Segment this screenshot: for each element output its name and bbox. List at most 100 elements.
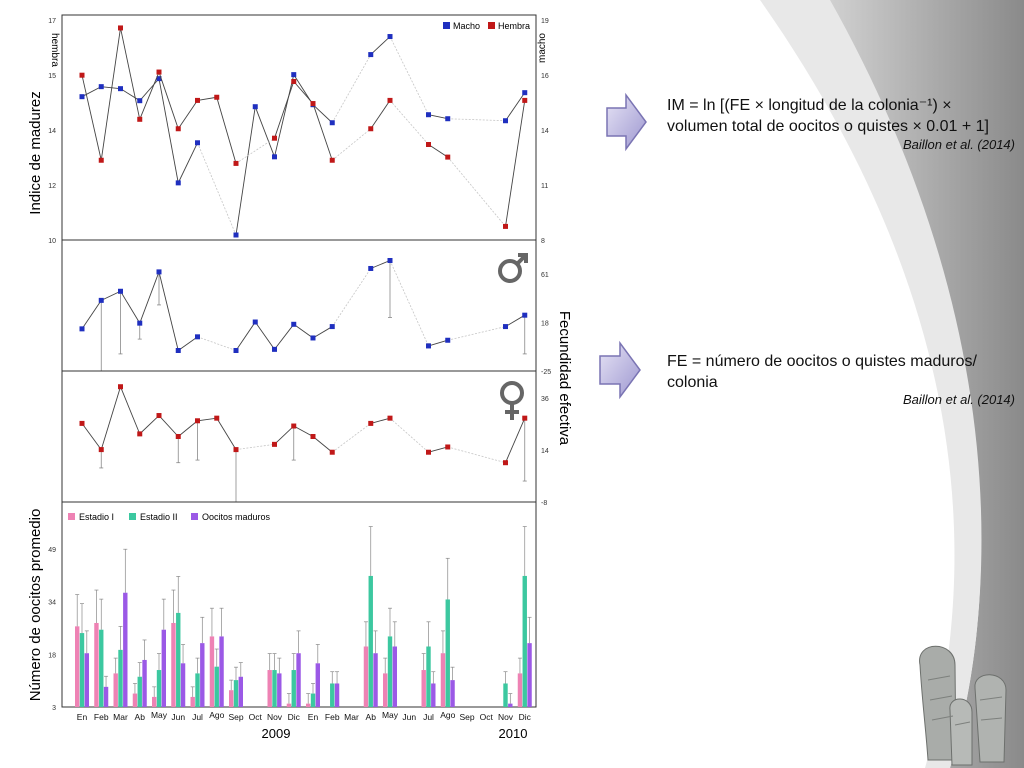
month-tick-label: Sep [459, 712, 474, 722]
female-fecundity-chart: 36 14 -8 [61, 370, 549, 507]
male-maturity-segment [139, 78, 160, 101]
male-fecundity-point [291, 321, 297, 327]
female-fecundity-segment [100, 386, 121, 450]
stage1-bar [383, 673, 388, 707]
male-fecundity-point [310, 335, 316, 341]
month-tick-label: Dic [288, 712, 301, 722]
male-fecundity-point [175, 347, 181, 353]
stage2-bar [99, 629, 104, 707]
maturity-right-tick: 14 [541, 128, 549, 135]
maturity-index-chart: 17 15 14 12 10 19 16 14 11 8 Indice de madurez h… [27, 14, 549, 245]
male-maturity-point [387, 34, 393, 40]
maturity-left-tick: 17 [48, 18, 56, 25]
female-fecundity-point [156, 413, 162, 419]
male-maturity-point [503, 118, 508, 124]
legend-female-swatch [488, 22, 495, 29]
stage1-bar [517, 673, 523, 707]
female-maturity-segment [293, 81, 314, 104]
male-fecundity-segment [120, 291, 141, 324]
stage2-bar [176, 612, 181, 707]
mature-bar [431, 683, 436, 707]
female-fecundity-segment [177, 420, 198, 437]
female-maturity-point [445, 154, 451, 160]
female-fecundity-point [272, 441, 277, 447]
female-maturity-segment [505, 100, 526, 227]
bar-tick: 49 [48, 547, 56, 554]
bar-tick: 18 [48, 652, 56, 659]
female-fecundity-segment [389, 417, 429, 453]
female-fecundity-segment [370, 417, 391, 424]
maturity-right-tick: 11 [541, 183, 548, 190]
male-maturity-point [445, 116, 451, 122]
female-maturity-segment [331, 128, 372, 161]
legend-female-label: Hembra [498, 21, 530, 31]
male-fecundity-point [98, 297, 104, 303]
stage2-bar [368, 575, 373, 707]
male-maturity-point [291, 72, 297, 78]
month-tick-label: Nov [498, 712, 514, 722]
month-tick-label: Feb [325, 712, 340, 722]
arrow-right-icon [606, 92, 647, 152]
mature-bar [161, 629, 166, 707]
male-fecundity-segment [312, 326, 333, 339]
legend-stage1-label: Estadio I [79, 512, 114, 522]
month-tick-label: Jul [192, 712, 203, 722]
stage2-bar [195, 673, 200, 707]
female-fecundity-point [426, 449, 431, 455]
female-fecundity-segment [428, 446, 448, 453]
female-maturity-point [195, 97, 200, 103]
stage2-bar [503, 683, 508, 707]
stage1-bar [132, 693, 138, 707]
female-maturity-segment [447, 156, 506, 227]
male-fecundity-tick: 61 [541, 272, 549, 279]
male-fecundity-segment [235, 321, 256, 351]
male-fecundity-segment [81, 300, 102, 330]
stage2-bar [522, 575, 527, 707]
month-tick-label: Nov [267, 712, 283, 722]
female-fecundity-segment [293, 425, 314, 437]
male-fecundity-point [79, 326, 85, 332]
mature-bar [334, 683, 340, 707]
female-fecundity-point [368, 420, 374, 426]
female-maturity-point [79, 72, 85, 78]
female-fecundity-point [118, 384, 123, 390]
stage2-bar [156, 670, 162, 707]
male-fecundity-frame [61, 239, 537, 372]
female-maturity-segment [81, 75, 102, 161]
male-fecundity-point [272, 346, 277, 352]
female-fecundity-point [233, 447, 239, 453]
male-maturity-segment [505, 92, 526, 121]
female-maturity-point [175, 126, 181, 132]
month-tick-label: Sep [228, 712, 243, 722]
female-fecundity-point [522, 415, 528, 421]
stage1-bar [306, 703, 311, 707]
month-tick-label: En [308, 712, 319, 722]
month-tick-label: Oct [249, 712, 263, 722]
male-fecundity-point [387, 258, 393, 264]
oocyte-ylabel: Número de oocitos promedio [27, 509, 44, 702]
female-fecundity-segment [216, 417, 237, 450]
male-fecundity-tick: 18 [541, 321, 549, 328]
female-maturity-point [214, 94, 220, 100]
month-tick-label: May [151, 710, 168, 720]
female-maturity-point [503, 223, 508, 229]
female-maturity-point [368, 126, 374, 132]
maturity-right-tick: 8 [541, 238, 545, 245]
month-tick-label: En [77, 712, 88, 722]
male-maturity-point [79, 94, 85, 100]
bar-tick: 34 [48, 600, 56, 607]
bar-tick: 3 [52, 705, 56, 712]
month-tick-label: Ab [135, 712, 146, 722]
female-axis-label: hembra [49, 33, 60, 67]
mature-bar [277, 673, 282, 707]
stage2-bar [426, 646, 431, 707]
fecundity-ylabel: Fecundidad efectiva [556, 311, 573, 446]
female-maturity-point [156, 69, 162, 75]
male-maturity-segment [81, 86, 102, 98]
mature-bar [450, 680, 455, 707]
stage1-bar [363, 646, 369, 707]
male-maturity-point [156, 76, 162, 82]
female-maturity-point [137, 116, 143, 122]
